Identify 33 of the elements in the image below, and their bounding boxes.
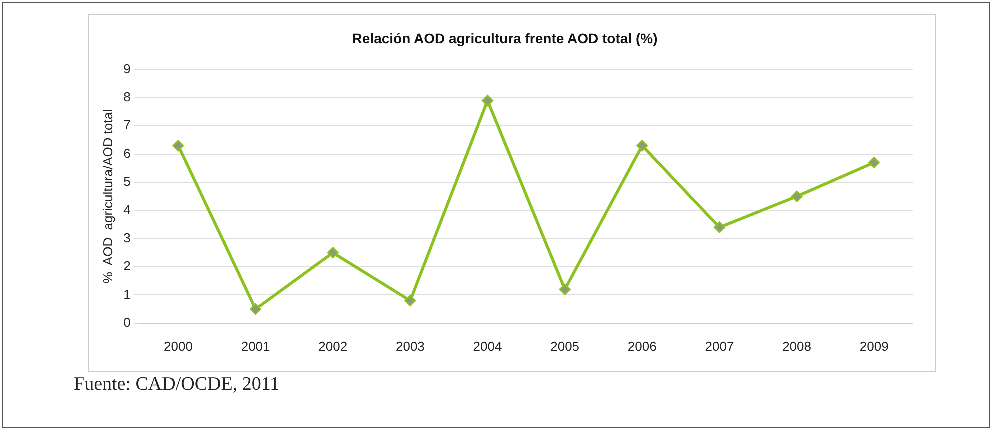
y-tick-label: 4 bbox=[124, 202, 131, 218]
x-tick-label: 2005 bbox=[550, 338, 580, 354]
x-tick-label: 2009 bbox=[860, 338, 889, 354]
y-tick-label: 8 bbox=[124, 90, 131, 105]
point bbox=[250, 304, 262, 316]
point bbox=[714, 222, 726, 234]
point bbox=[791, 190, 803, 202]
x-tick-label: 2008 bbox=[782, 338, 812, 354]
point bbox=[404, 295, 416, 307]
x-tick-label: 2001 bbox=[241, 338, 270, 354]
x-tick-label: 2006 bbox=[628, 338, 657, 354]
x-tick-label: 2004 bbox=[473, 338, 502, 354]
x-tick-label: 2007 bbox=[705, 338, 734, 354]
y-tick-label: 3 bbox=[124, 230, 131, 246]
y-tick-label: 5 bbox=[124, 174, 131, 190]
x-tick-label: 2002 bbox=[318, 338, 348, 354]
x-tick-label: 2003 bbox=[396, 338, 425, 354]
x-tick-label: 2000 bbox=[164, 338, 193, 354]
y-tick-label: 9 bbox=[124, 61, 131, 76]
point bbox=[868, 157, 880, 169]
point bbox=[559, 284, 571, 296]
y-tick-label: 1 bbox=[124, 286, 131, 302]
y-tick-label: 7 bbox=[124, 118, 131, 133]
y-tick-label: 6 bbox=[124, 146, 131, 161]
y-tick-label: 2 bbox=[124, 258, 131, 274]
point bbox=[636, 140, 648, 152]
source-note: Fuente: CAD/OCDE, 2011 bbox=[74, 374, 280, 396]
y-axis-title: % AOD agricultura/AOD total bbox=[100, 109, 116, 284]
y-tick-label: 0 bbox=[124, 314, 131, 330]
point bbox=[482, 95, 494, 107]
point bbox=[172, 140, 184, 152]
point bbox=[327, 247, 339, 259]
chart-title: Relación AOD agricultura frente AOD total (%) bbox=[352, 30, 658, 46]
